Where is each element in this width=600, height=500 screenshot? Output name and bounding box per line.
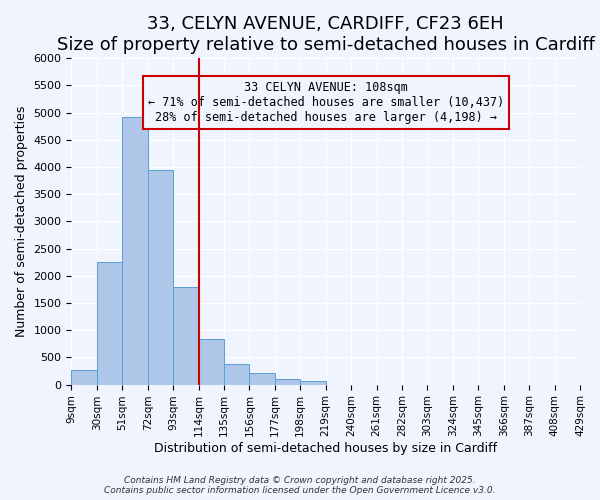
- Bar: [97, 262, 122, 384]
- Y-axis label: Number of semi-detached properties: Number of semi-detached properties: [15, 106, 28, 337]
- X-axis label: Distribution of semi-detached houses by size in Cardiff: Distribution of semi-detached houses by …: [154, 442, 497, 455]
- Bar: [275, 380, 300, 384]
- Bar: [199, 339, 224, 384]
- Bar: [71, 370, 97, 384]
- Bar: [122, 117, 148, 384]
- Bar: [224, 364, 250, 384]
- Bar: [250, 373, 275, 384]
- Bar: [300, 381, 326, 384]
- Title: 33, CELYN AVENUE, CARDIFF, CF23 6EH
Size of property relative to semi-detached h: 33, CELYN AVENUE, CARDIFF, CF23 6EH Size…: [57, 15, 595, 54]
- Text: 33 CELYN AVENUE: 108sqm
← 71% of semi-detached houses are smaller (10,437)
28% o: 33 CELYN AVENUE: 108sqm ← 71% of semi-de…: [148, 81, 504, 124]
- Text: Contains HM Land Registry data © Crown copyright and database right 2025.
Contai: Contains HM Land Registry data © Crown c…: [104, 476, 496, 495]
- Bar: [148, 170, 173, 384]
- Bar: [173, 287, 199, 384]
